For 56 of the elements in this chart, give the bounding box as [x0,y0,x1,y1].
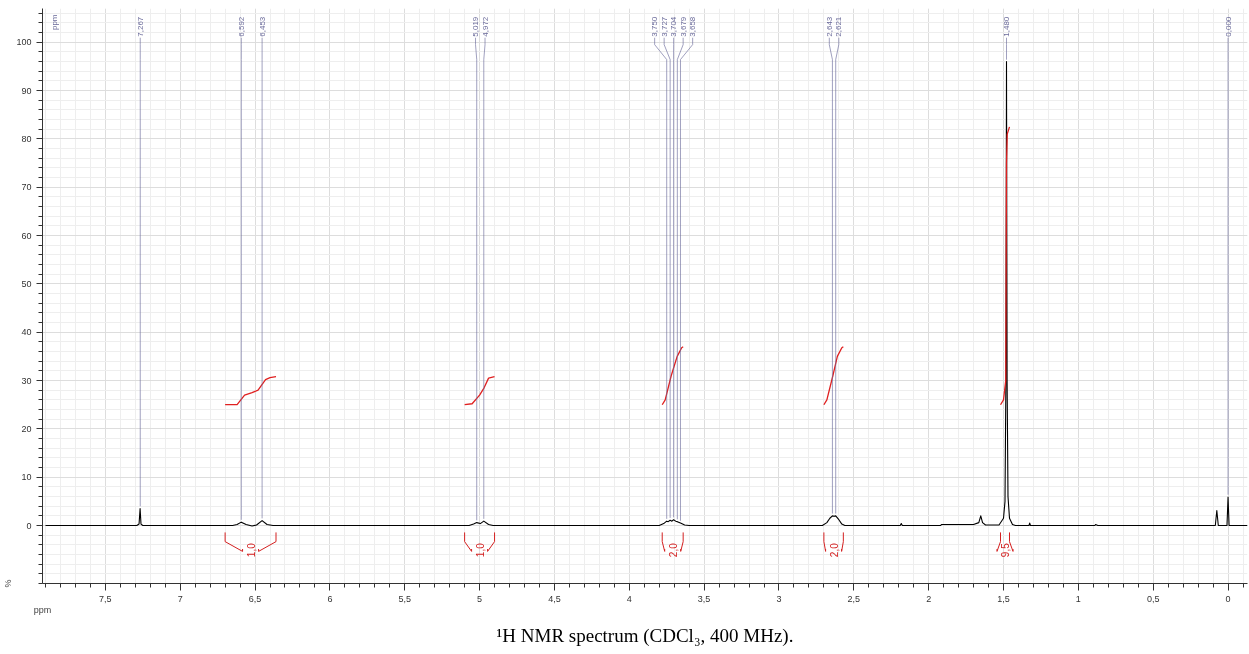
x-tick-label: 2,5 [847,593,861,604]
x-tick-label: 7,5 [99,593,112,604]
annotation: 9,5 [1000,542,1011,558]
x-tick-label: 3,5 [697,593,711,604]
line-series [661,346,684,406]
y-tick-label: 0 [26,520,32,531]
annotation: 0,000 [1223,16,1233,37]
line-series [463,376,496,406]
x-axis-title: ppm [33,604,52,615]
y-tick-label: 80 [21,133,32,144]
y-tick-label: 20 [21,423,32,434]
y-tick-label: 90 [21,85,32,96]
annotation: 2,0 [667,542,679,558]
annotation: 1,0 [474,542,486,558]
line-series [224,376,277,406]
x-tick-label: 5 [477,593,483,604]
annotation: 6,453 [257,16,267,37]
line-series [823,346,844,406]
y-axis-title: % [3,579,14,588]
x-tick-label: 6 [327,593,333,604]
annotation: 3,679 [678,16,688,37]
annotation: 2,643 [824,16,834,37]
line-series [999,126,1011,406]
annotation: 2,621 [834,16,844,37]
y-tick-label: 50 [21,278,32,289]
annotation: 1,0 [245,542,257,558]
annotation: 6,592 [236,16,246,37]
x-tick-label: 0 [1225,593,1231,604]
y-tick-label: 100 [16,37,32,48]
x-tick-label: 4,5 [548,593,561,604]
y-tick-label: 60 [21,230,32,241]
annotation: 2,0 [828,542,840,558]
annotation: 3,704 [669,16,679,37]
annotation: 3,750 [650,16,660,37]
x-tick-label: 3 [776,593,782,604]
x-tick-label: 0,5 [1146,593,1160,604]
annotation: 1,480 [1002,16,1011,37]
y-tick-label: 40 [21,327,32,338]
x-tick-label: 6,5 [248,593,262,604]
annotation: 4,972 [480,16,490,37]
y-tick-label: 70 [21,182,32,193]
annotation: 7,267 [135,16,145,37]
x-tick-label: 4 [626,593,632,604]
annotation: 3,658 [688,16,698,37]
annotation: ppm [50,14,59,31]
x-tick-label: 2 [926,593,932,604]
x-tick-label: 7 [177,593,183,604]
x-tick-label: 1,5 [997,593,1010,604]
annotation: 3,727 [659,16,669,37]
line-series [44,61,1248,527]
y-tick-label: 10 [21,472,32,483]
x-tick-label: 1 [1075,593,1081,604]
annotation: 5,019 [471,16,481,37]
text: ¹H NMR spectrum (CDCl₃, 400 MHz). [496,624,794,647]
x-tick-label: 5,5 [398,593,412,604]
y-tick-label: 30 [21,375,32,386]
